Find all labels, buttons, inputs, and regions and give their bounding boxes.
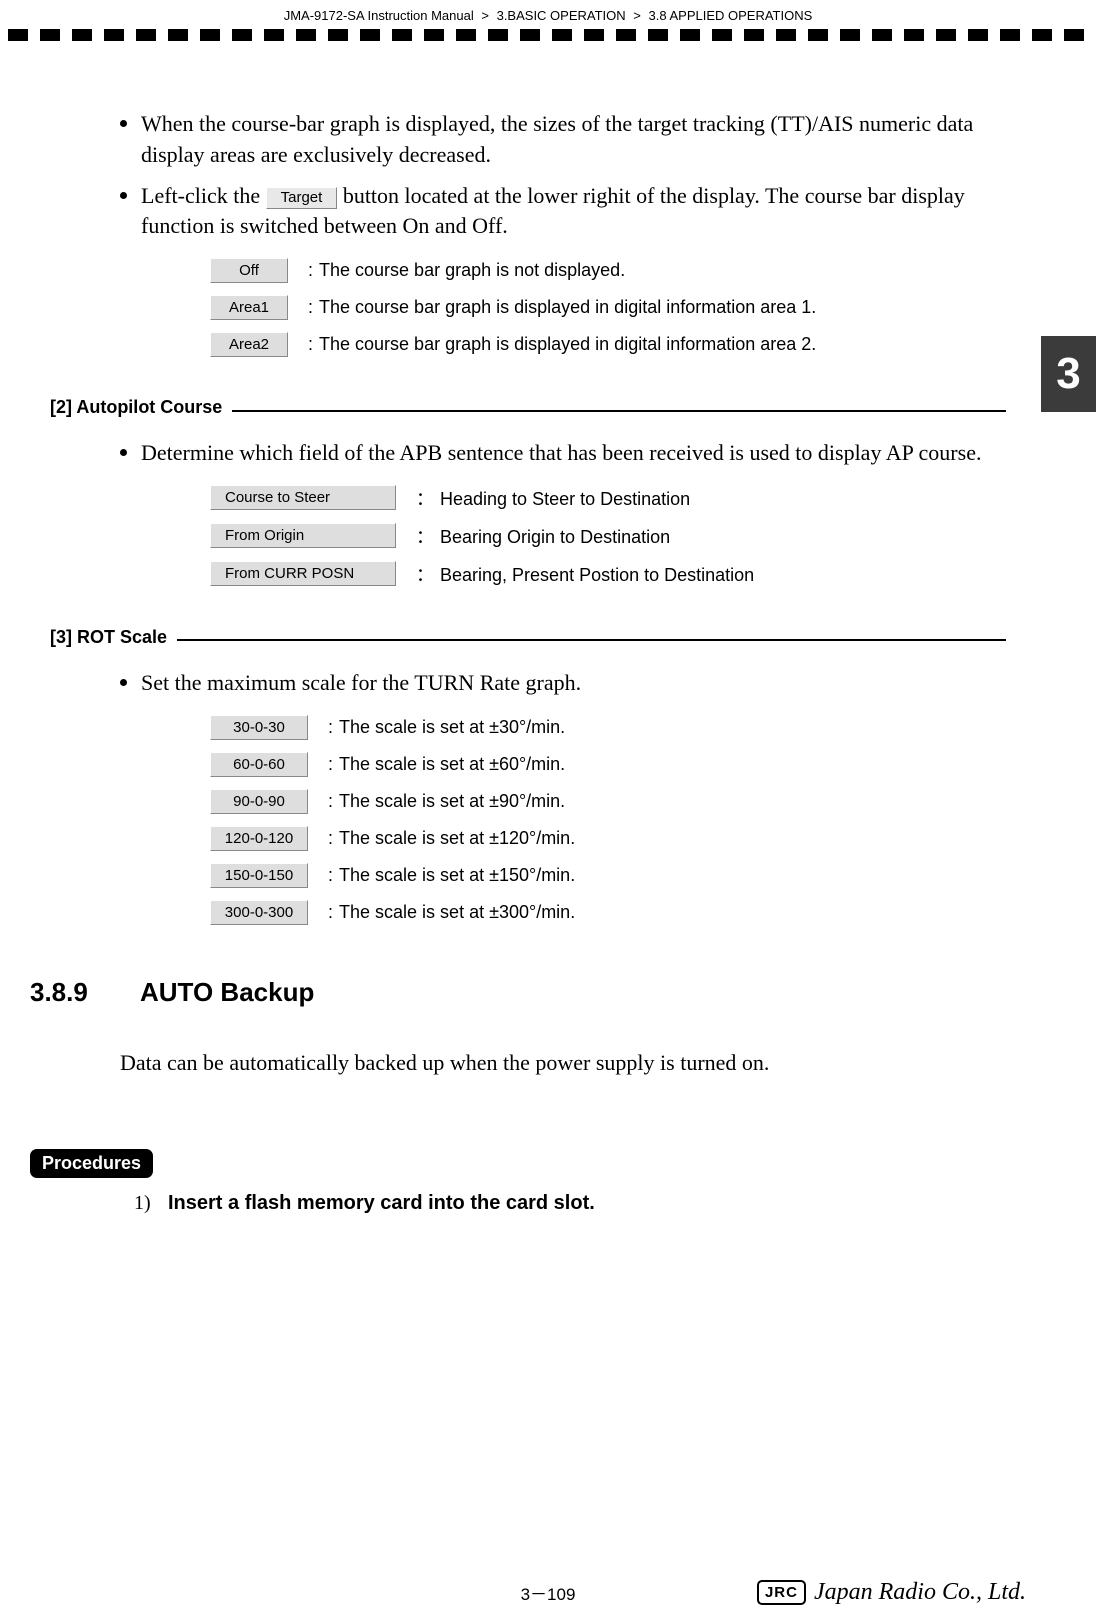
option-description: :The course bar graph is not displayed. xyxy=(308,260,625,281)
option-description: :The scale is set at ±30°/min. xyxy=(328,717,565,738)
section-heading-label: [3] ROT Scale xyxy=(50,627,177,648)
auto-backup-paragraph: Data can be automatically backed up when… xyxy=(120,1048,986,1079)
breadcrumb-chapter: 3.BASIC OPERATION xyxy=(497,8,626,23)
company-name-script: Japan Radio Co., Ltd. xyxy=(814,1579,1026,1606)
step-number: 1) xyxy=(134,1192,168,1215)
section-number: 3.8.9 xyxy=(30,977,140,1008)
chevron-icon: > xyxy=(633,8,641,23)
option-row: 300-0-300 :The scale is set at ±300°/min… xyxy=(210,900,986,925)
company-logo: JRC Japan Radio Co., Ltd. xyxy=(757,1579,1026,1606)
rot-60-button[interactable]: 60-0-60 xyxy=(210,752,308,777)
option-desc-text: Bearing, Present Postion to Destination xyxy=(440,565,754,585)
course-bar-option-table: Off :The course bar graph is not display… xyxy=(210,258,986,357)
option-description: :The course bar graph is displayed in di… xyxy=(308,297,816,318)
from-curr-posn-button[interactable]: From CURR POSN xyxy=(210,561,396,586)
bullet-item: Set the maximum scale for the TURN Rate … xyxy=(120,668,986,699)
rot-90-button[interactable]: 90-0-90 xyxy=(210,789,308,814)
body-content: When the course-bar graph is displayed, … xyxy=(0,41,1096,1235)
bullet-text: Set the maximum scale for the TURN Rate … xyxy=(141,668,581,699)
option-row: From Origin ：Bearing Origin to Destinati… xyxy=(210,523,986,549)
page-container: JMA-9172-SA Instruction Manual > 3.BASIC… xyxy=(0,0,1096,1620)
bullet-icon xyxy=(120,679,127,686)
bullet-text: Left-click the Target button located at … xyxy=(141,181,986,243)
option-row: 90-0-90 :The scale is set at ±90°/min. xyxy=(210,789,986,814)
chapter-thumb-tab: 3 xyxy=(1041,336,1096,412)
area2-button[interactable]: Area2 xyxy=(210,332,288,357)
breadcrumb-manual: JMA-9172-SA Instruction Manual xyxy=(284,8,474,23)
rot-30-button[interactable]: 30-0-30 xyxy=(210,715,308,740)
section-title: AUTO Backup xyxy=(140,977,314,1008)
option-desc-text: The scale is set at ±300°/min. xyxy=(339,902,575,922)
page-number: 3－109 xyxy=(521,1580,576,1605)
procedure-step: 1) Insert a flash memory card into the c… xyxy=(134,1192,986,1215)
section-heading-autopilot: [2] Autopilot Course xyxy=(50,397,1006,418)
option-desc-text: The scale is set at ±60°/min. xyxy=(339,754,565,774)
option-row: From CURR POSN ：Bearing, Present Postion… xyxy=(210,561,986,587)
option-row: 150-0-150 :The scale is set at ±150°/min… xyxy=(210,863,986,888)
section-heading-rot: [3] ROT Scale xyxy=(50,627,1006,648)
option-desc-text: The scale is set at ±120°/min. xyxy=(339,828,575,848)
step-instruction: Insert a flash memory card into the card… xyxy=(168,1192,595,1215)
option-description: :The scale is set at ±120°/min. xyxy=(328,828,575,849)
from-origin-button[interactable]: From Origin xyxy=(210,523,396,548)
autopilot-option-table: Course to Steer ：Heading to Steer to Des… xyxy=(210,485,986,587)
option-row: 60-0-60 :The scale is set at ±60°/min. xyxy=(210,752,986,777)
rot-bullet-list: Set the maximum scale for the TURN Rate … xyxy=(120,668,986,699)
option-description: :The scale is set at ±90°/min. xyxy=(328,791,565,812)
option-row: Off :The course bar graph is not display… xyxy=(210,258,986,283)
option-description: ：Heading to Steer to Destination xyxy=(416,485,690,511)
option-row: Area1 :The course bar graph is displayed… xyxy=(210,295,986,320)
area1-button[interactable]: Area1 xyxy=(210,295,288,320)
course-to-steer-button[interactable]: Course to Steer xyxy=(210,485,396,510)
rot-option-table: 30-0-30 :The scale is set at ±30°/min. 6… xyxy=(210,715,986,925)
jrc-logo-box: JRC xyxy=(757,1580,806,1605)
option-row: 120-0-120 :The scale is set at ±120°/min… xyxy=(210,826,986,851)
bullet-item: Determine which field of the APB sentenc… xyxy=(120,438,986,469)
option-row: Area2 :The course bar graph is displayed… xyxy=(210,332,986,357)
bullet-text: When the course-bar graph is displayed, … xyxy=(141,109,986,171)
rot-120-button[interactable]: 120-0-120 xyxy=(210,826,308,851)
bullet-icon xyxy=(120,449,127,456)
option-desc-text: The course bar graph is displayed in dig… xyxy=(319,334,816,354)
off-button[interactable]: Off xyxy=(210,258,288,283)
breadcrumb: JMA-9172-SA Instruction Manual > 3.BASIC… xyxy=(0,0,1096,23)
option-desc-text: The scale is set at ±90°/min. xyxy=(339,791,565,811)
bullet-text-fragment: Left-click the xyxy=(141,183,266,208)
option-desc-text: The scale is set at ±150°/min. xyxy=(339,865,575,885)
rot-150-button[interactable]: 150-0-150 xyxy=(210,863,308,888)
option-description: ：Bearing Origin to Destination xyxy=(416,523,670,549)
option-desc-text: Heading to Steer to Destination xyxy=(440,489,690,509)
chevron-icon: > xyxy=(481,8,489,23)
breadcrumb-section: 3.8 APPLIED OPERATIONS xyxy=(649,8,813,23)
option-desc-text: The course bar graph is not displayed. xyxy=(319,260,625,280)
bullet-text: Determine which field of the APB sentenc… xyxy=(141,438,981,469)
option-description: :The course bar graph is displayed in di… xyxy=(308,334,816,355)
option-row: 30-0-30 :The scale is set at ±30°/min. xyxy=(210,715,986,740)
section-heading-auto-backup: 3.8.9 AUTO Backup xyxy=(90,977,986,1008)
section-heading-rule xyxy=(177,639,1006,641)
bullet-item: When the course-bar graph is displayed, … xyxy=(120,109,986,171)
bullet-icon xyxy=(120,192,127,199)
option-desc-text: The scale is set at ±30°/min. xyxy=(339,717,565,737)
chapter-thumb-number: 3 xyxy=(1056,349,1080,399)
procedures-label: Procedures xyxy=(30,1149,153,1178)
option-description: :The scale is set at ±300°/min. xyxy=(328,902,575,923)
bullet-icon xyxy=(120,120,127,127)
target-button[interactable]: Target xyxy=(266,187,338,209)
intro-bullet-list: When the course-bar graph is displayed, … xyxy=(120,109,986,242)
option-description: ：Bearing, Present Postion to Destination xyxy=(416,561,754,587)
option-description: :The scale is set at ±60°/min. xyxy=(328,754,565,775)
option-description: :The scale is set at ±150°/min. xyxy=(328,865,575,886)
option-desc-text: Bearing Origin to Destination xyxy=(440,527,670,547)
autopilot-bullet-list: Determine which field of the APB sentenc… xyxy=(120,438,986,469)
section-heading-label: [2] Autopilot Course xyxy=(50,397,232,418)
bullet-item: Left-click the Target button located at … xyxy=(120,181,986,243)
option-desc-text: The course bar graph is displayed in dig… xyxy=(319,297,816,317)
section-heading-rule xyxy=(232,410,1006,412)
rot-300-button[interactable]: 300-0-300 xyxy=(210,900,308,925)
option-row: Course to Steer ：Heading to Steer to Des… xyxy=(210,485,986,511)
dashed-divider xyxy=(8,29,1088,41)
